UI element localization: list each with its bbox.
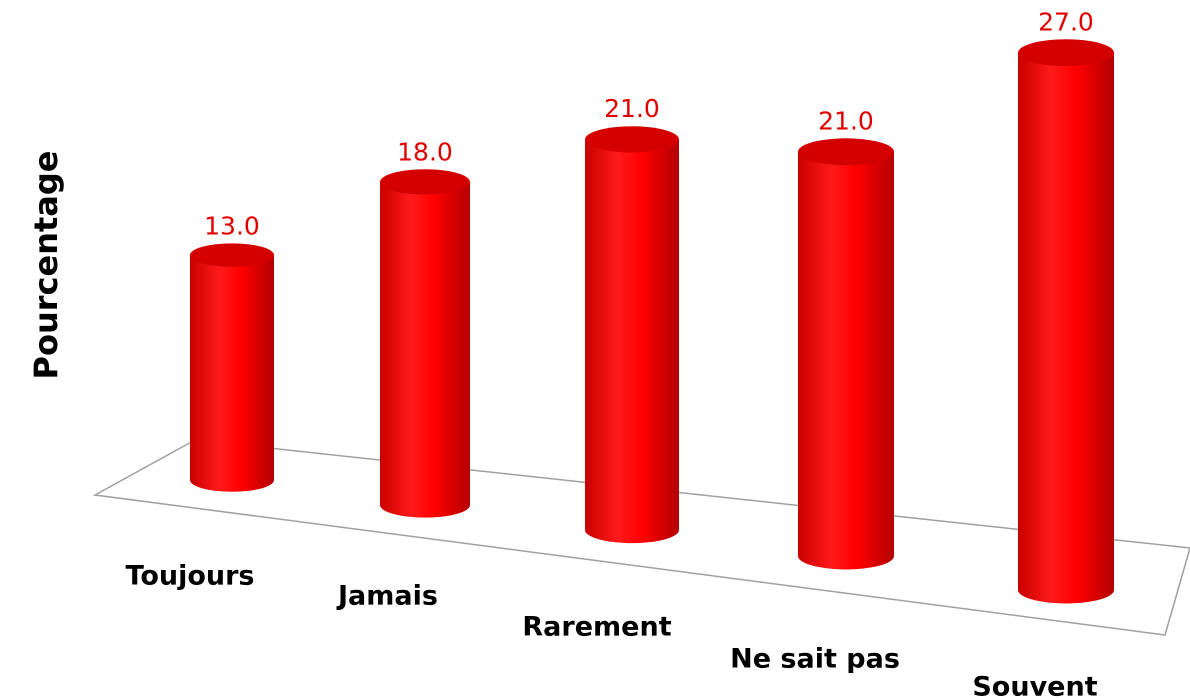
- value-label: 13.0: [204, 211, 260, 240]
- bar-top: [585, 126, 679, 153]
- x-tick-label: Rarement: [522, 612, 671, 643]
- bar-top: [190, 243, 274, 267]
- value-label: 21.0: [818, 106, 874, 135]
- bar: [190, 255, 274, 492]
- x-tick-label: Toujours: [125, 561, 254, 592]
- bar: [1018, 52, 1114, 604]
- x-tick-label: Ne sait pas: [730, 644, 900, 675]
- bar: [380, 181, 470, 518]
- value-label: 18.0: [397, 137, 453, 166]
- bar: [585, 139, 679, 544]
- bar-top: [1018, 39, 1114, 67]
- bar-top: [798, 138, 894, 166]
- y-axis-label: Pourcentage: [27, 151, 65, 380]
- x-tick-label: Souvent: [972, 672, 1097, 698]
- floor: [92, 439, 1190, 636]
- bar-top: [380, 169, 470, 195]
- value-label: 21.0: [604, 94, 660, 123]
- bar: [798, 151, 894, 570]
- value-label: 27.0: [1038, 7, 1094, 36]
- x-tick-label: Jamais: [336, 581, 438, 612]
